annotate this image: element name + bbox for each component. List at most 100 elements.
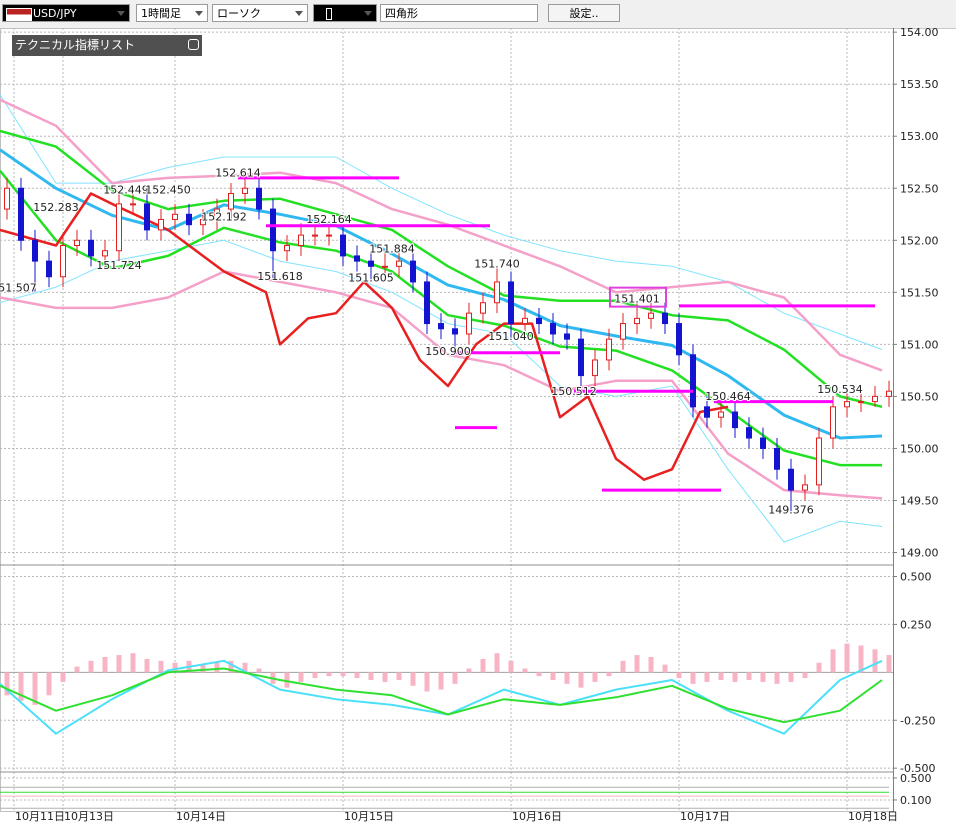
candle-body	[452, 328, 458, 335]
histogram-bar	[368, 672, 374, 680]
y-tick-label: 149.00	[900, 547, 939, 560]
y-tick-label: 0.100	[900, 794, 932, 807]
tool-select[interactable]	[313, 4, 377, 22]
candle-body	[564, 333, 570, 340]
histogram-bar	[130, 653, 136, 673]
pair-select[interactable]: USD/JPY	[2, 4, 130, 22]
y-tick-label: 153.00	[900, 130, 939, 143]
histogram-bar	[690, 672, 696, 684]
candle-body	[690, 354, 696, 408]
histogram-bar	[648, 657, 654, 673]
histogram-bar	[214, 662, 220, 673]
x-tick-label: 10月16日	[512, 810, 562, 822]
histogram-bar	[466, 668, 472, 673]
histogram-bar	[326, 672, 332, 677]
plot-frame	[0, 28, 894, 812]
histogram-bar	[634, 655, 640, 673]
price-annotation: 152.450	[145, 183, 191, 196]
histogram-bar	[732, 672, 738, 682]
flags	[6, 8, 32, 21]
indicator-line	[0, 667, 883, 724]
histogram-bar	[564, 672, 570, 684]
price-annotation: 152.283	[33, 201, 79, 214]
indicator-line	[0, 169, 882, 467]
candle-body	[634, 317, 640, 325]
settings: 設定..	[569, 7, 599, 20]
histogram-bar	[662, 664, 668, 673]
candle-body	[284, 245, 290, 252]
histogram-bar	[774, 672, 780, 684]
histogram-bar	[550, 672, 556, 680]
histogram-bar	[102, 657, 108, 673]
shape-field[interactable]: 四角形	[380, 4, 538, 22]
candle-body	[410, 260, 416, 283]
candle-body	[88, 239, 94, 257]
style-select[interactable]: ローソク	[212, 4, 308, 22]
histogram-bar	[760, 672, 766, 682]
candle-body	[242, 187, 248, 194]
x-tick-label: 10月15日	[344, 810, 394, 822]
histogram-bar	[592, 672, 598, 682]
candle-body	[228, 192, 234, 210]
candle-body	[648, 312, 654, 319]
candle-body	[270, 208, 276, 252]
price-annotation: 150.464	[705, 390, 751, 403]
candle-body	[340, 234, 346, 257]
candle-body	[368, 260, 374, 267]
x-tick-label: 10月13日	[64, 810, 114, 822]
price-annotation: 151.740	[474, 257, 520, 270]
candle-body	[46, 260, 52, 278]
histogram-bar	[284, 672, 290, 688]
histogram-bar	[74, 666, 80, 673]
price-annotation: 151.605	[348, 271, 394, 284]
settings-button[interactable]: 設定..	[548, 4, 620, 22]
price-annotation: 149.376	[768, 503, 814, 516]
histogram-bar	[144, 658, 150, 673]
timeframe-select[interactable]: 1時間足	[136, 4, 208, 22]
histogram-bar	[872, 649, 878, 673]
candle-body	[536, 317, 542, 325]
price-annotation: 150.900	[425, 345, 471, 358]
indicator-line	[0, 239, 883, 543]
candle-body	[144, 203, 150, 231]
y-tick-label: 0.500	[900, 772, 932, 785]
histogram-bar	[382, 672, 388, 682]
candle-body	[732, 411, 738, 429]
candle-body	[424, 281, 430, 325]
histogram-bar	[46, 672, 52, 696]
candle-body	[872, 395, 878, 403]
histogram-bar	[480, 658, 486, 673]
candle-body	[326, 234, 332, 237]
candle-body	[760, 437, 766, 449]
candle-body	[858, 401, 864, 404]
candle-body	[256, 187, 262, 210]
candle-body	[298, 234, 304, 247]
histogram-bar	[60, 672, 66, 682]
histogram-bar	[32, 672, 38, 705]
histogram-bar	[452, 672, 458, 684]
indicator-line	[0, 129, 883, 409]
histogram-bar	[298, 672, 304, 682]
candle-body	[494, 281, 500, 304]
x-tick-label: 10月11日	[15, 810, 65, 822]
candle-body	[620, 323, 626, 340]
candle-body	[396, 260, 402, 267]
y-tick-label: -0.250	[900, 714, 935, 727]
candle-body	[438, 323, 444, 330]
y-tick-label: 150.50	[900, 390, 939, 403]
y-tick-label: 150.00	[900, 442, 939, 455]
chart-style: ローソク	[217, 7, 261, 20]
histogram-bar	[746, 672, 752, 680]
histogram-bar	[340, 672, 346, 677]
indicator-line	[0, 94, 883, 351]
indicator-list-toggle[interactable]	[188, 39, 199, 50]
candle-body	[844, 401, 850, 408]
histogram-bar	[256, 668, 262, 673]
candle-body	[382, 265, 388, 268]
histogram-bar	[172, 662, 178, 673]
candle-body	[172, 213, 178, 220]
histogram-bar	[802, 672, 808, 679]
x-tick-label: 10月14日	[176, 810, 226, 822]
indicator-list[interactable]: テクニカル指標リスト	[12, 35, 202, 56]
price-annotation: 151.040	[488, 330, 534, 343]
